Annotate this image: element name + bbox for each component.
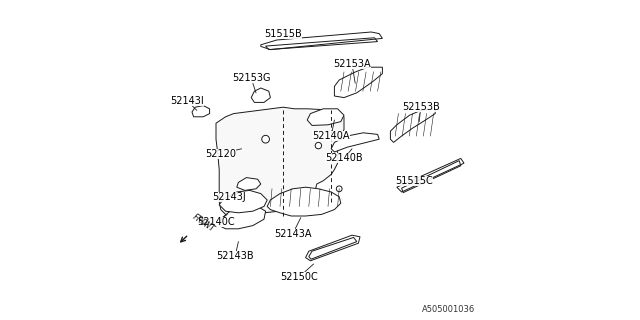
Text: 52153G: 52153G — [232, 73, 271, 93]
Polygon shape — [192, 106, 210, 117]
Polygon shape — [307, 109, 344, 125]
Polygon shape — [219, 190, 268, 213]
Text: FRONT: FRONT — [191, 212, 216, 234]
Polygon shape — [332, 133, 380, 152]
Polygon shape — [219, 205, 266, 229]
Polygon shape — [306, 235, 360, 261]
Text: 51515C: 51515C — [396, 176, 433, 186]
Polygon shape — [237, 178, 261, 190]
Polygon shape — [268, 187, 340, 216]
Text: 52140A: 52140A — [312, 120, 350, 141]
Polygon shape — [334, 67, 383, 98]
Polygon shape — [216, 107, 344, 216]
Text: 52153B: 52153B — [402, 102, 440, 122]
Text: 52143B: 52143B — [216, 242, 254, 261]
Text: 52120: 52120 — [205, 148, 242, 159]
Circle shape — [315, 142, 321, 149]
Text: 52143I: 52143I — [170, 96, 204, 110]
Polygon shape — [251, 88, 270, 102]
Circle shape — [262, 135, 269, 143]
Text: 52143J: 52143J — [212, 192, 246, 202]
Text: 52153A: 52153A — [333, 59, 371, 83]
Polygon shape — [397, 158, 464, 192]
Text: A505001036: A505001036 — [422, 305, 475, 314]
Polygon shape — [261, 32, 383, 50]
Text: 52140C: 52140C — [197, 214, 235, 228]
Text: 52150C: 52150C — [280, 264, 318, 282]
Text: 52140B: 52140B — [325, 149, 363, 164]
Text: 52143A: 52143A — [274, 218, 312, 239]
Polygon shape — [390, 109, 435, 142]
Circle shape — [337, 186, 342, 192]
Text: 51515B: 51515B — [264, 28, 302, 39]
